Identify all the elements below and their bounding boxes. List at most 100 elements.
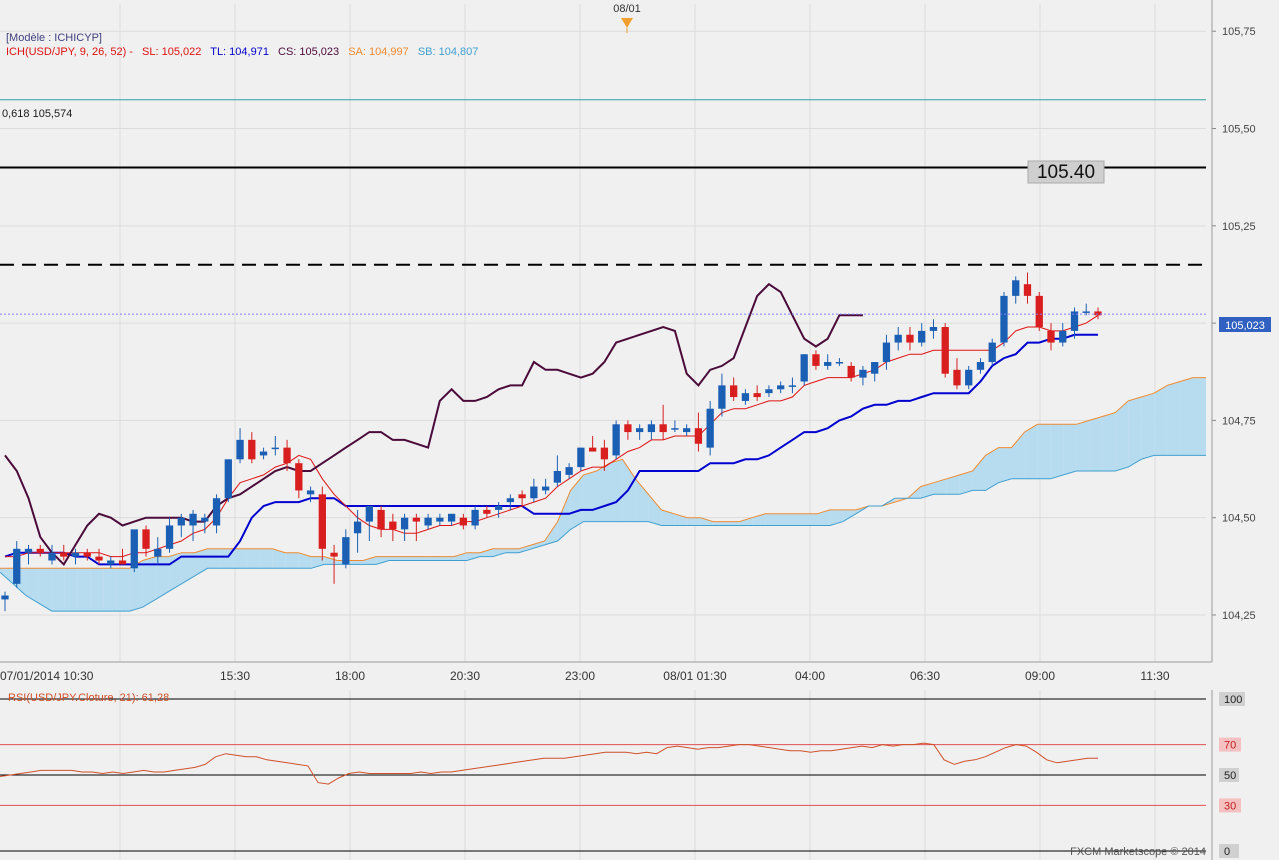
- candlestick[interactable]: [741, 389, 750, 405]
- candlestick[interactable]: [541, 478, 550, 495]
- candlestick[interactable]: [236, 428, 244, 464]
- candlestick[interactable]: [1012, 276, 1020, 304]
- candlestick[interactable]: [330, 544, 338, 584]
- candlestick[interactable]: [471, 506, 479, 530]
- candlestick[interactable]: [459, 513, 467, 530]
- candlestick[interactable]: [976, 358, 985, 374]
- candlestick[interactable]: [706, 400, 714, 456]
- candlestick[interactable]: [859, 365, 867, 386]
- candlestick[interactable]: [13, 541, 21, 588]
- candlestick[interactable]: [377, 506, 385, 538]
- candlestick[interactable]: [71, 548, 80, 565]
- cloud-segment: [479, 548, 493, 557]
- candlestick[interactable]: [130, 529, 138, 573]
- candlestick[interactable]: [906, 327, 914, 351]
- candlestick[interactable]: [189, 509, 197, 542]
- candlestick[interactable]: [941, 323, 949, 378]
- candlestick[interactable]: [24, 544, 33, 565]
- candlestick[interactable]: [1082, 303, 1090, 316]
- candlestick[interactable]: [400, 513, 409, 542]
- candlestick[interactable]: [212, 494, 221, 534]
- candlestick[interactable]: [365, 506, 373, 542]
- candlestick[interactable]: [306, 486, 315, 503]
- candlestick[interactable]: [1059, 323, 1067, 347]
- candlestick[interactable]: [647, 420, 656, 440]
- candlestick[interactable]: [577, 447, 585, 471]
- candlestick[interactable]: [929, 319, 938, 339]
- candle-body: [659, 424, 667, 433]
- candlestick[interactable]: [800, 354, 808, 386]
- candlestick[interactable]: [953, 358, 961, 390]
- candlestick[interactable]: [154, 537, 162, 565]
- candlestick[interactable]: [95, 548, 103, 565]
- candlestick[interactable]: [389, 513, 397, 542]
- candlestick[interactable]: [259, 447, 268, 460]
- candlestick[interactable]: [48, 544, 56, 565]
- candlestick[interactable]: [753, 385, 761, 401]
- candlestick[interactable]: [730, 377, 738, 401]
- candlestick[interactable]: [518, 490, 526, 507]
- candlestick[interactable]: [447, 513, 456, 526]
- candlestick[interactable]: [1070, 307, 1079, 339]
- candlestick[interactable]: [1023, 272, 1032, 304]
- candlestick[interactable]: [283, 439, 291, 471]
- candlestick[interactable]: [60, 544, 68, 561]
- candlestick[interactable]: [271, 435, 279, 456]
- candlestick[interactable]: [847, 362, 855, 382]
- candlestick[interactable]: [295, 459, 303, 499]
- candlestick[interactable]: [636, 424, 644, 440]
- candlestick[interactable]: [165, 517, 174, 553]
- candlestick[interactable]: [882, 334, 891, 370]
- candlestick[interactable]: [483, 506, 491, 518]
- candlestick[interactable]: [1094, 307, 1102, 320]
- candlestick[interactable]: [777, 381, 785, 394]
- candlestick[interactable]: [894, 327, 902, 351]
- candlestick[interactable]: [600, 439, 609, 471]
- candlestick[interactable]: [612, 420, 620, 460]
- candlestick[interactable]: [671, 420, 679, 433]
- candlestick[interactable]: [835, 358, 844, 366]
- candlestick[interactable]: [83, 548, 91, 561]
- candlestick[interactable]: [918, 323, 926, 347]
- candlestick[interactable]: [201, 513, 209, 534]
- candlestick[interactable]: [424, 513, 432, 530]
- date-marker-icon[interactable]: [621, 18, 633, 28]
- candlestick[interactable]: [494, 502, 503, 518]
- candle-body: [859, 369, 867, 378]
- candlestick[interactable]: [812, 350, 820, 370]
- candlesticks[interactable]: [1, 272, 1102, 612]
- candlestick[interactable]: [118, 548, 127, 565]
- candlestick[interactable]: [224, 459, 232, 503]
- candlestick[interactable]: [565, 463, 573, 479]
- candlestick[interactable]: [588, 435, 597, 452]
- candlestick[interactable]: [1047, 323, 1055, 351]
- candlestick[interactable]: [683, 424, 691, 436]
- candlestick[interactable]: [553, 455, 562, 487]
- candlestick[interactable]: [177, 513, 185, 538]
- candlestick[interactable]: [412, 513, 420, 542]
- candlestick[interactable]: [506, 494, 515, 510]
- candlestick[interactable]: [624, 420, 632, 440]
- candlestick[interactable]: [353, 509, 362, 553]
- candlestick[interactable]: [718, 373, 726, 417]
- candlestick[interactable]: [824, 354, 832, 370]
- candlestick[interactable]: [318, 486, 326, 561]
- candlestick[interactable]: [436, 513, 444, 526]
- candlestick[interactable]: [871, 362, 879, 382]
- candlestick[interactable]: [1, 591, 9, 612]
- candlestick[interactable]: [788, 377, 797, 394]
- candlestick[interactable]: [248, 432, 256, 464]
- candlestick[interactable]: [142, 525, 150, 557]
- candlestick[interactable]: [1035, 291, 1043, 331]
- candlestick[interactable]: [342, 529, 350, 569]
- candlestick[interactable]: [36, 544, 44, 557]
- candlestick[interactable]: [659, 404, 667, 440]
- candlestick[interactable]: [530, 478, 538, 503]
- candlestick[interactable]: [988, 338, 996, 366]
- candlestick[interactable]: [1000, 291, 1008, 347]
- candlestick[interactable]: [694, 412, 703, 452]
- candlestick[interactable]: [765, 385, 773, 398]
- candlestick[interactable]: [965, 365, 973, 390]
- candlestick[interactable]: [107, 556, 115, 569]
